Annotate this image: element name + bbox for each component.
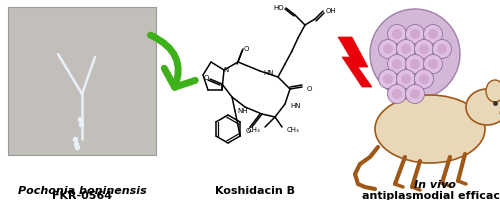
Circle shape bbox=[388, 85, 406, 104]
Ellipse shape bbox=[466, 90, 500, 125]
Polygon shape bbox=[338, 38, 372, 88]
Circle shape bbox=[414, 40, 434, 59]
Text: NH: NH bbox=[238, 107, 248, 113]
Text: CH₃: CH₃ bbox=[247, 126, 260, 132]
Circle shape bbox=[396, 70, 415, 89]
FancyBboxPatch shape bbox=[8, 8, 156, 155]
Text: HN: HN bbox=[290, 102, 300, 108]
Circle shape bbox=[401, 75, 411, 85]
Circle shape bbox=[383, 45, 393, 55]
Circle shape bbox=[378, 70, 398, 89]
Circle shape bbox=[428, 60, 438, 70]
Text: OH: OH bbox=[326, 8, 336, 14]
Circle shape bbox=[410, 90, 420, 100]
Text: Pochonia boninensis: Pochonia boninensis bbox=[18, 185, 146, 195]
Text: In vivo: In vivo bbox=[414, 179, 456, 189]
Circle shape bbox=[424, 55, 442, 74]
Circle shape bbox=[406, 55, 424, 74]
Circle shape bbox=[392, 90, 402, 100]
Text: Koshidacin B: Koshidacin B bbox=[215, 185, 295, 195]
Circle shape bbox=[392, 60, 402, 70]
Circle shape bbox=[406, 25, 424, 44]
Circle shape bbox=[370, 10, 460, 100]
Circle shape bbox=[388, 55, 406, 74]
Circle shape bbox=[414, 70, 434, 89]
Text: O: O bbox=[307, 86, 312, 92]
Ellipse shape bbox=[375, 96, 485, 163]
Text: FKR-0564: FKR-0564 bbox=[52, 190, 112, 200]
Text: HN: HN bbox=[263, 70, 274, 76]
Circle shape bbox=[378, 40, 398, 59]
Text: CH₃: CH₃ bbox=[287, 126, 300, 132]
Circle shape bbox=[406, 85, 424, 104]
Circle shape bbox=[392, 30, 402, 40]
Circle shape bbox=[437, 45, 447, 55]
Text: O: O bbox=[246, 127, 250, 133]
Text: antiplasmodial efficacy: antiplasmodial efficacy bbox=[362, 190, 500, 200]
Circle shape bbox=[383, 75, 393, 85]
Circle shape bbox=[410, 60, 420, 70]
Circle shape bbox=[432, 40, 452, 59]
Circle shape bbox=[388, 25, 406, 44]
Text: HO: HO bbox=[274, 5, 284, 11]
Circle shape bbox=[428, 30, 438, 40]
Circle shape bbox=[401, 45, 411, 55]
Text: N: N bbox=[224, 67, 228, 73]
Text: O: O bbox=[204, 75, 208, 81]
Ellipse shape bbox=[486, 81, 500, 102]
Circle shape bbox=[419, 45, 429, 55]
Circle shape bbox=[419, 75, 429, 85]
Text: O: O bbox=[244, 46, 248, 52]
Circle shape bbox=[396, 40, 415, 59]
Circle shape bbox=[410, 30, 420, 40]
FancyArrowPatch shape bbox=[150, 36, 196, 88]
Circle shape bbox=[424, 25, 442, 44]
